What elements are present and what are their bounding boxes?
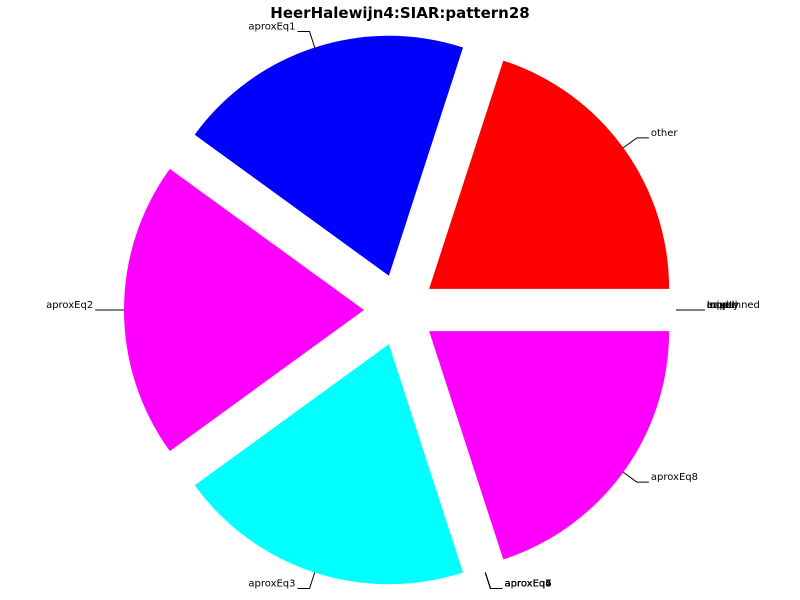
slice-label-aproxeq3: aproxEq3 bbox=[248, 578, 295, 589]
pie-slice-aproxeq2 bbox=[123, 168, 364, 452]
slice-label-aproxeq7: aproxEq7 bbox=[504, 578, 551, 589]
chart-title: HeerHalewijn4:SIAR:pattern28 bbox=[270, 4, 529, 22]
leader-line-aproxeq7 bbox=[484, 572, 503, 589]
slice-label-unplanned: unplanned bbox=[707, 300, 760, 311]
pie-slice-aproxeq1 bbox=[194, 35, 464, 276]
pie-slice-other bbox=[429, 60, 670, 289]
pie-slices bbox=[123, 35, 670, 585]
slice-label-aproxeq4: aproxEq4 bbox=[504, 578, 551, 589]
leader-line-other bbox=[622, 137, 649, 149]
slice-label-loop: loop bbox=[707, 300, 728, 311]
slice-label-aproxeq6: aproxEq6 bbox=[504, 578, 551, 589]
slice-label-equal: equal bbox=[707, 300, 735, 311]
pie-slice-aproxeq8 bbox=[429, 331, 670, 560]
slice-label-aproxeq5: aproxEq5 bbox=[504, 578, 551, 589]
leader-line-aproxeq3 bbox=[297, 572, 316, 589]
pie-slice-aproxeq3 bbox=[194, 344, 464, 585]
slice-label-aproxeq2: aproxEq2 bbox=[46, 300, 93, 311]
leader-line-aproxeq8 bbox=[622, 471, 649, 483]
slice-label-aproxeq1: aproxEq1 bbox=[248, 22, 295, 33]
slice-label-aproxeq8: aproxEq8 bbox=[651, 472, 698, 483]
slice-label-other: other bbox=[651, 128, 679, 139]
slice-label-mixed: mixed bbox=[707, 300, 738, 311]
slice-label-empty: empty bbox=[707, 300, 739, 311]
leader-line-aproxeq1 bbox=[297, 31, 316, 48]
